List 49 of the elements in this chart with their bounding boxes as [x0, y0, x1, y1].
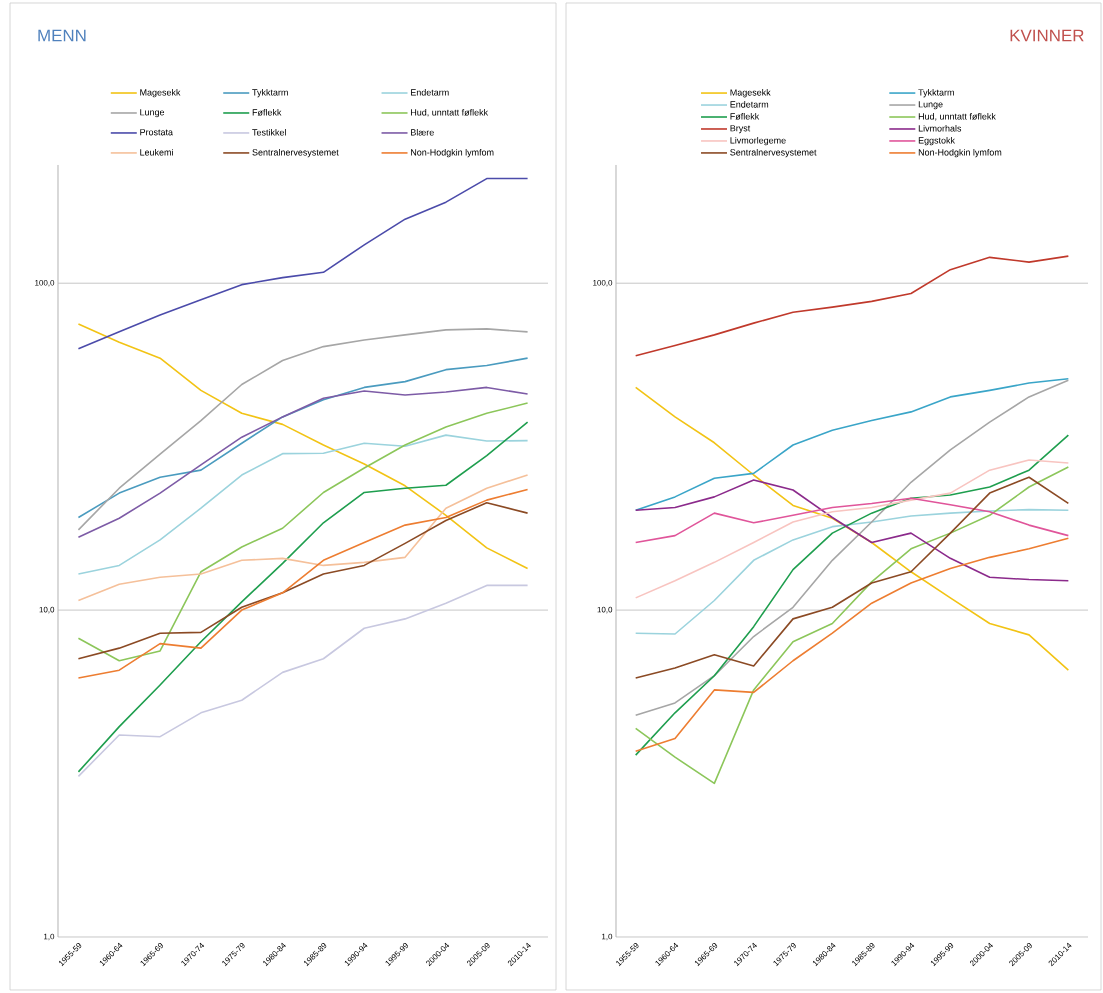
line-series	[77, 357, 529, 519]
chart-title: MENN	[38, 29, 86, 42]
legend-label: Non-Hodgkin lymfom	[918, 148, 1002, 158]
legend-label: Føflekk	[252, 108, 282, 116]
line-series	[77, 323, 529, 570]
line-series	[77, 501, 529, 660]
legend-label: Føflekk	[730, 113, 760, 120]
line-series	[77, 474, 529, 602]
line-series	[77, 402, 529, 662]
legend-label: Leukemi	[140, 148, 173, 156]
line-series	[634, 479, 1070, 582]
line-series	[77, 421, 529, 773]
chart-title: KVINNER	[1010, 29, 1084, 42]
line-series	[634, 386, 1070, 671]
line-series	[634, 255, 1070, 357]
legend-label: Endetarm	[411, 89, 449, 96]
legend-label: Endetarm	[730, 101, 769, 108]
line-series	[634, 508, 1070, 635]
line-series	[634, 476, 1070, 679]
legend-label: Livmorhals	[918, 124, 962, 132]
legend-label: Hud, unntatt føflekk	[918, 113, 996, 121]
line-series	[634, 434, 1070, 756]
line-series	[77, 386, 529, 539]
legend-label: Magesekk	[730, 89, 771, 98]
legend-label: Sentralnervesystemet	[730, 148, 817, 158]
line-series	[77, 434, 529, 575]
legend-label: Eggstokk	[918, 136, 955, 146]
line-series	[634, 459, 1070, 599]
line-series	[634, 497, 1070, 544]
legend-label: Tykktarm	[918, 89, 954, 98]
legend-label: Sentralnervesystemet	[252, 148, 339, 158]
line-series	[77, 328, 529, 531]
legend-label: Tykktarm	[252, 89, 288, 98]
legend-label: Lunge	[918, 101, 943, 110]
line-series	[634, 379, 1070, 716]
line-series	[634, 466, 1070, 785]
legend-label: Blære	[411, 128, 434, 136]
line-series	[634, 537, 1070, 753]
legend-label: Bryst	[730, 125, 751, 134]
legend-label: Hud, unntatt føflekk	[411, 108, 489, 117]
legend-label: Livmorlegeme	[730, 136, 786, 146]
legend-label: Prostata	[140, 129, 173, 136]
line-series	[77, 584, 529, 778]
legend-label: Non-Hodgkin lymfom	[411, 148, 494, 158]
legend-label: Testikkel	[252, 128, 286, 136]
line-series	[77, 177, 529, 350]
line-series	[77, 488, 529, 679]
legend-label: Lunge	[140, 109, 165, 118]
legend-label: Magesekk	[140, 89, 181, 98]
